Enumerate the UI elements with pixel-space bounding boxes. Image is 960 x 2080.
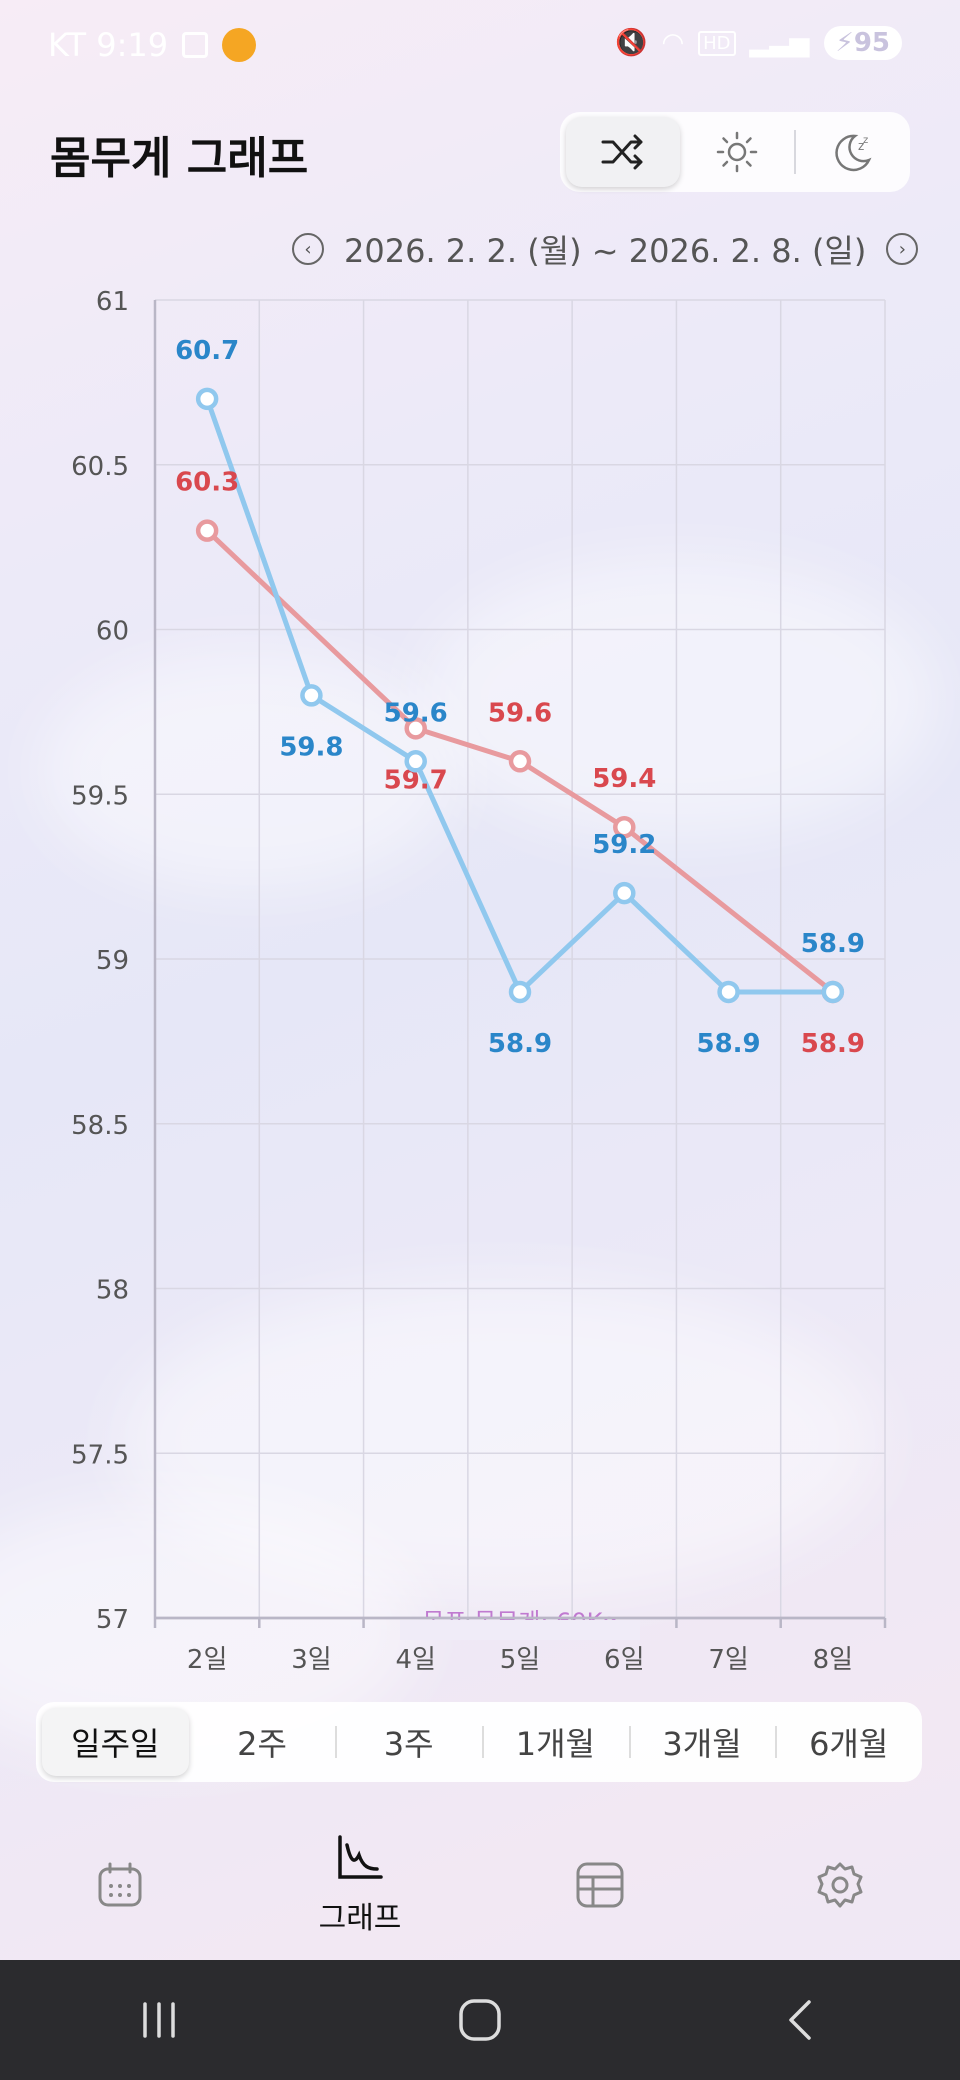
app-notification-icon (222, 28, 257, 62)
calendar-icon (98, 1862, 142, 1907)
data-point (821, 980, 845, 1004)
chevron-right-icon: › (898, 238, 906, 260)
data-point (508, 750, 532, 773)
data-label: 58.9 (696, 1029, 760, 1059)
mode-divider (794, 130, 796, 174)
graph-icon (338, 1835, 383, 1879)
home-icon[interactable] (456, 1996, 504, 2044)
x-tick-label: 6일 (604, 1645, 644, 1675)
weight-chart: 57 57.5 58 58.5 59 59.5 60 60.5 61 2일 3일 4일 5일 6일 7일 8일… (71, 287, 887, 1675)
period-1-week[interactable]: 일주일 (42, 1708, 189, 1776)
y-tick-label: 61 (96, 287, 129, 317)
data-label: 60.3 (175, 468, 239, 498)
data-label: 59.6 (384, 698, 448, 728)
x-tick-label: 4일 (395, 1645, 435, 1675)
data-label: 60.7 (175, 336, 239, 366)
status-time: KT 9:19 (48, 26, 169, 64)
y-tick-label: 59 (96, 946, 129, 976)
y-tick-label: 57 (96, 1605, 129, 1635)
period-3-weeks[interactable]: 3주 (335, 1708, 482, 1776)
data-point (404, 717, 427, 740)
status-bar: KT 9:19 🔇 ◠ HD ▂▃▅ ⚡95 (0, 0, 960, 90)
data-point (404, 750, 427, 773)
y-tick-label: 58 (96, 1276, 129, 1306)
data-point (717, 980, 740, 1004)
data-point (508, 980, 532, 1004)
signal-icon: ▂▃▅ (749, 28, 810, 58)
x-tick-label: 2일 (187, 1645, 227, 1675)
shuffle-icon (601, 134, 643, 170)
page-title: 몸무게 그래프 (50, 133, 309, 184)
nav-calendar[interactable] (0, 1810, 240, 1960)
y-tick-label: 59.5 (71, 781, 129, 811)
data-point (195, 387, 219, 411)
nav-graph-label: 그래프 (318, 1901, 402, 1936)
svg-text:z: z (863, 135, 868, 146)
table-icon (576, 1862, 624, 1908)
morning-mode-button[interactable] (680, 117, 794, 187)
y-tick-label: 60.5 (71, 452, 129, 482)
y-tick-label: 60 (96, 617, 129, 647)
data-label: 58.9 (801, 1029, 865, 1059)
shuffle-mode-button[interactable] (566, 117, 681, 187)
period-1-month[interactable]: 1개월 (482, 1708, 629, 1776)
data-point (195, 519, 219, 542)
data-point (613, 881, 636, 905)
y-tick-label: 58.5 (71, 1111, 129, 1141)
x-tick-label: 8일 (813, 1645, 853, 1675)
data-label: 59.2 (592, 830, 656, 860)
period-3-months[interactable]: 3개월 (628, 1708, 776, 1776)
moon-sleep-icon: z z (835, 134, 872, 172)
period-2-weeks[interactable]: 2주 (237, 1725, 287, 1763)
goal-label-mask (400, 1620, 640, 1640)
nav-table[interactable] (480, 1810, 720, 1960)
data-label: 58.9 (488, 1029, 552, 1059)
next-week-button[interactable]: › (886, 233, 919, 265)
nav-graph[interactable]: 그래프 (240, 1810, 480, 1960)
x-tick-label: 3일 (291, 1645, 331, 1675)
mute-icon: 🔇 (615, 28, 648, 58)
svg-text:z: z (858, 139, 864, 153)
back-icon[interactable] (779, 1998, 823, 2042)
data-point (613, 815, 636, 839)
y-tick-label: 57.5 (71, 1440, 129, 1470)
battery-level: 95 (853, 28, 890, 58)
chevron-left-icon: ‹ (304, 238, 312, 260)
data-point (300, 684, 323, 707)
data-label: 59.8 (279, 732, 343, 762)
data-label: 58.9 (801, 929, 865, 959)
period-6-months[interactable]: 6개월 (775, 1708, 922, 1776)
wifi-icon: ◠ (661, 28, 685, 58)
x-tick-label: 5일 (500, 1645, 540, 1675)
x-tick-label: 7일 (708, 1645, 748, 1675)
recent-apps-icon[interactable] (137, 1998, 181, 2042)
battery-indicator: ⚡95 (823, 26, 902, 60)
data-label: 59.6 (488, 698, 552, 728)
gear-icon (817, 1862, 863, 1908)
date-range-nav: ‹ 2026. 2. 2. (월) ~ 2026. 2. 8. (일) › (292, 226, 919, 272)
nav-settings[interactable] (720, 1810, 960, 1960)
hd-icon: HD (698, 30, 736, 56)
night-mode-button[interactable]: z z (796, 117, 910, 187)
period-selector: 일주일 2주 3주 1개월 3개월 6개월 (36, 1702, 922, 1782)
chart-mode-selector: z z (560, 112, 910, 192)
bottom-nav: 그래프 (0, 1810, 960, 1960)
sun-icon (716, 131, 758, 173)
gallery-notification-icon (182, 32, 209, 58)
previous-week-button[interactable]: ‹ (292, 233, 324, 265)
data-label: 59.4 (592, 764, 656, 794)
date-range-label: 2026. 2. 2. (월) ~ 2026. 2. 8. (일) (344, 232, 867, 270)
system-navigation-bar (0, 1960, 960, 2080)
